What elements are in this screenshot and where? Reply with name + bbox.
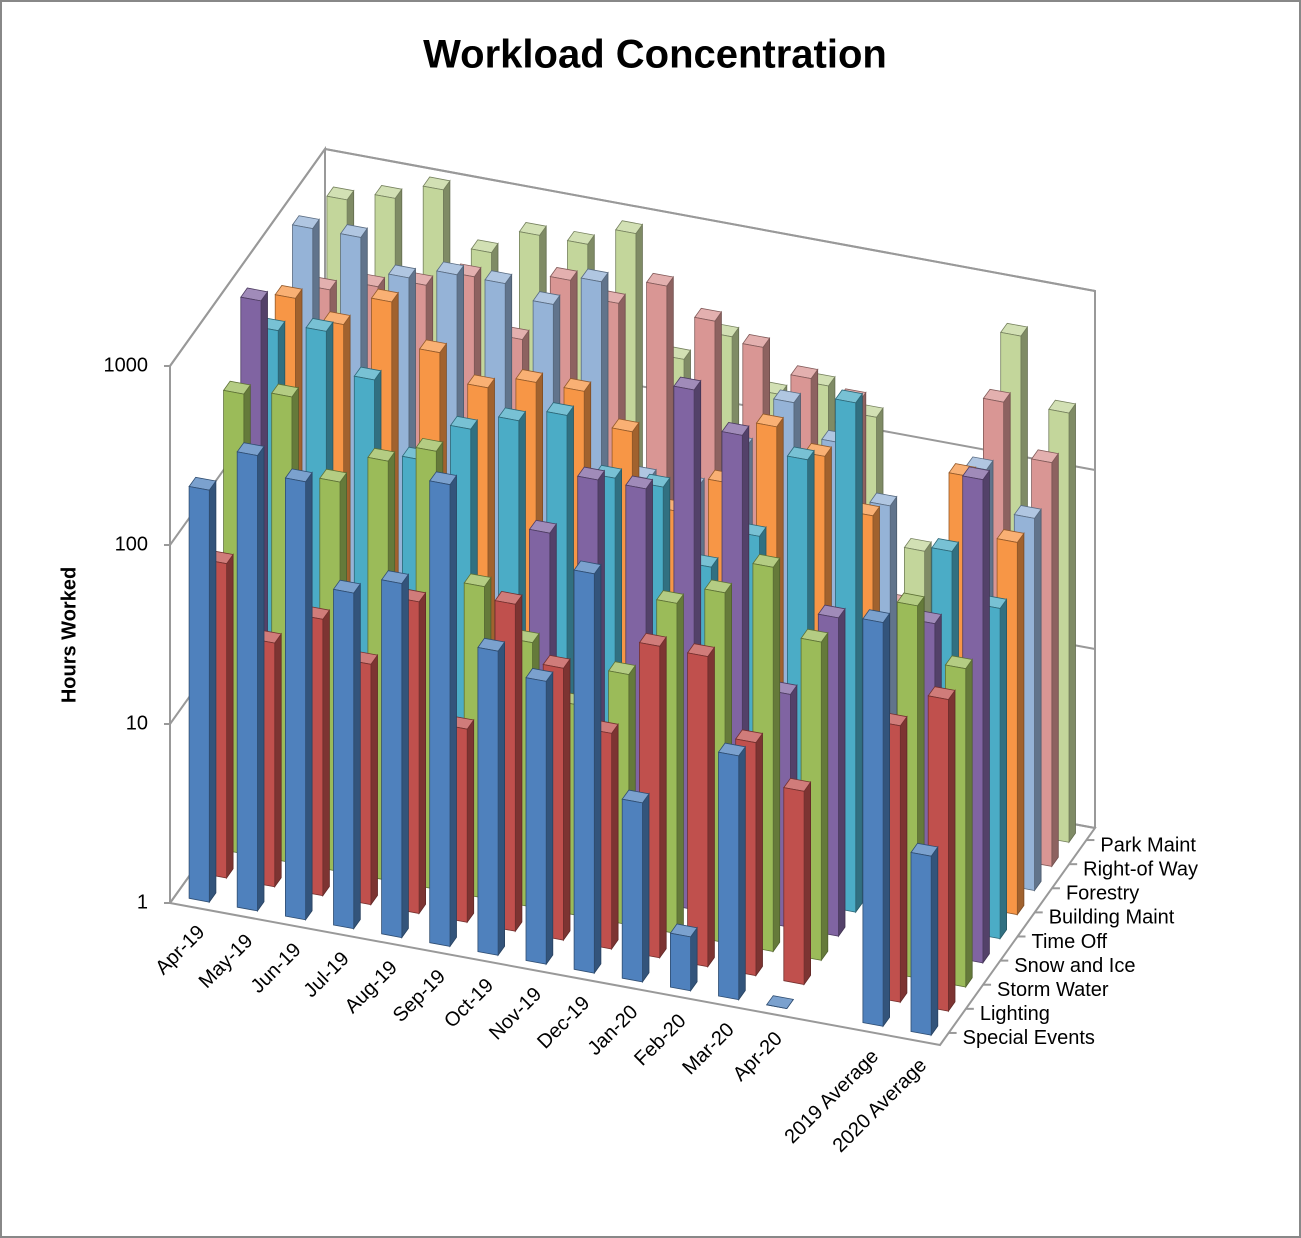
y-tick-label: 100 bbox=[115, 533, 148, 555]
bar bbox=[621, 798, 643, 983]
bar-side bbox=[855, 392, 863, 914]
bar-side bbox=[305, 471, 313, 922]
bar-side bbox=[982, 469, 990, 965]
bar-side bbox=[322, 608, 330, 897]
bar bbox=[766, 1004, 787, 1009]
bar-side bbox=[545, 670, 554, 966]
bar bbox=[236, 451, 258, 912]
bar-side bbox=[1051, 452, 1059, 868]
grid-line bbox=[169, 147, 1096, 367]
bar-side bbox=[930, 845, 939, 1037]
bar-group bbox=[783, 777, 812, 986]
bar-side bbox=[803, 780, 811, 986]
legend-label: Time Off bbox=[1032, 931, 1108, 953]
bar-side bbox=[514, 593, 523, 933]
bar bbox=[862, 618, 884, 1027]
bar-side bbox=[838, 607, 846, 938]
bar-side bbox=[208, 479, 217, 904]
legend-label: Snow and Ice bbox=[1014, 955, 1135, 977]
legend-label: Forestry bbox=[1066, 883, 1139, 905]
bar bbox=[687, 652, 709, 968]
bar-side bbox=[449, 474, 457, 948]
bar-group bbox=[717, 742, 746, 1001]
bar-side bbox=[820, 631, 829, 962]
bar-side bbox=[755, 732, 763, 977]
bar bbox=[381, 579, 403, 939]
bar-side bbox=[642, 792, 650, 984]
bar-side bbox=[948, 689, 956, 1013]
bar-side bbox=[418, 591, 427, 915]
bar-group bbox=[669, 923, 698, 993]
legend-label: Building Maint bbox=[1049, 907, 1175, 929]
bar-group bbox=[686, 643, 716, 968]
bar bbox=[910, 852, 932, 1036]
bar-side bbox=[593, 563, 602, 975]
bar-group bbox=[573, 560, 602, 975]
bar bbox=[670, 932, 691, 992]
bar-side bbox=[690, 926, 698, 993]
bar-side bbox=[1068, 402, 1076, 844]
bar-side bbox=[274, 632, 282, 889]
chart-title: Workload Concentration bbox=[423, 33, 887, 77]
bar-group bbox=[380, 570, 410, 939]
bar-group bbox=[429, 471, 458, 948]
bar bbox=[333, 588, 355, 930]
bar-side bbox=[353, 582, 361, 930]
bar-side bbox=[466, 718, 475, 924]
bar-side bbox=[497, 640, 506, 957]
bar-side bbox=[772, 556, 781, 953]
bar bbox=[188, 486, 210, 903]
bar bbox=[783, 787, 805, 985]
bar bbox=[573, 569, 595, 974]
bar-group bbox=[188, 476, 217, 904]
bar-side bbox=[370, 653, 378, 906]
bar-side bbox=[899, 715, 908, 1004]
legend-label: Storm Water bbox=[997, 979, 1109, 1001]
bar-group bbox=[284, 468, 313, 922]
bar-group bbox=[236, 442, 265, 913]
bar-side bbox=[882, 612, 890, 1028]
legend-label: Lighting bbox=[980, 1003, 1050, 1025]
bar-side bbox=[226, 553, 234, 880]
bar bbox=[477, 647, 499, 956]
bar bbox=[525, 677, 547, 965]
bar bbox=[429, 480, 451, 947]
y-axis-title: Hours Worked bbox=[58, 567, 80, 703]
y-tick-label: 1 bbox=[137, 891, 148, 913]
bar-side bbox=[1016, 532, 1025, 916]
bar-side bbox=[676, 593, 684, 935]
bar bbox=[284, 477, 307, 921]
bar-group bbox=[477, 637, 506, 957]
bar-side bbox=[999, 598, 1007, 940]
bar-side bbox=[965, 658, 973, 989]
bar-side bbox=[401, 573, 409, 939]
bar-side bbox=[1034, 507, 1042, 892]
bar-side bbox=[738, 745, 746, 1001]
legend-label: Park Maint bbox=[1100, 834, 1196, 856]
bar-side bbox=[563, 657, 571, 942]
bar-group bbox=[765, 995, 795, 1010]
bar-group bbox=[910, 842, 939, 1037]
legend-label: Special Events bbox=[963, 1027, 1095, 1049]
bar-side bbox=[707, 646, 715, 968]
bar bbox=[718, 751, 740, 1001]
bar-side bbox=[611, 723, 619, 951]
bar-group bbox=[332, 579, 361, 930]
y-tick-label: 10 bbox=[126, 712, 148, 734]
bar-group bbox=[862, 609, 891, 1028]
legend-label: Right-of Way bbox=[1083, 858, 1198, 880]
bar-group bbox=[525, 668, 554, 966]
bar-side bbox=[659, 635, 667, 960]
y-tick-label: 1000 bbox=[104, 354, 149, 376]
bar-side bbox=[257, 445, 265, 913]
bar-group bbox=[621, 789, 650, 984]
